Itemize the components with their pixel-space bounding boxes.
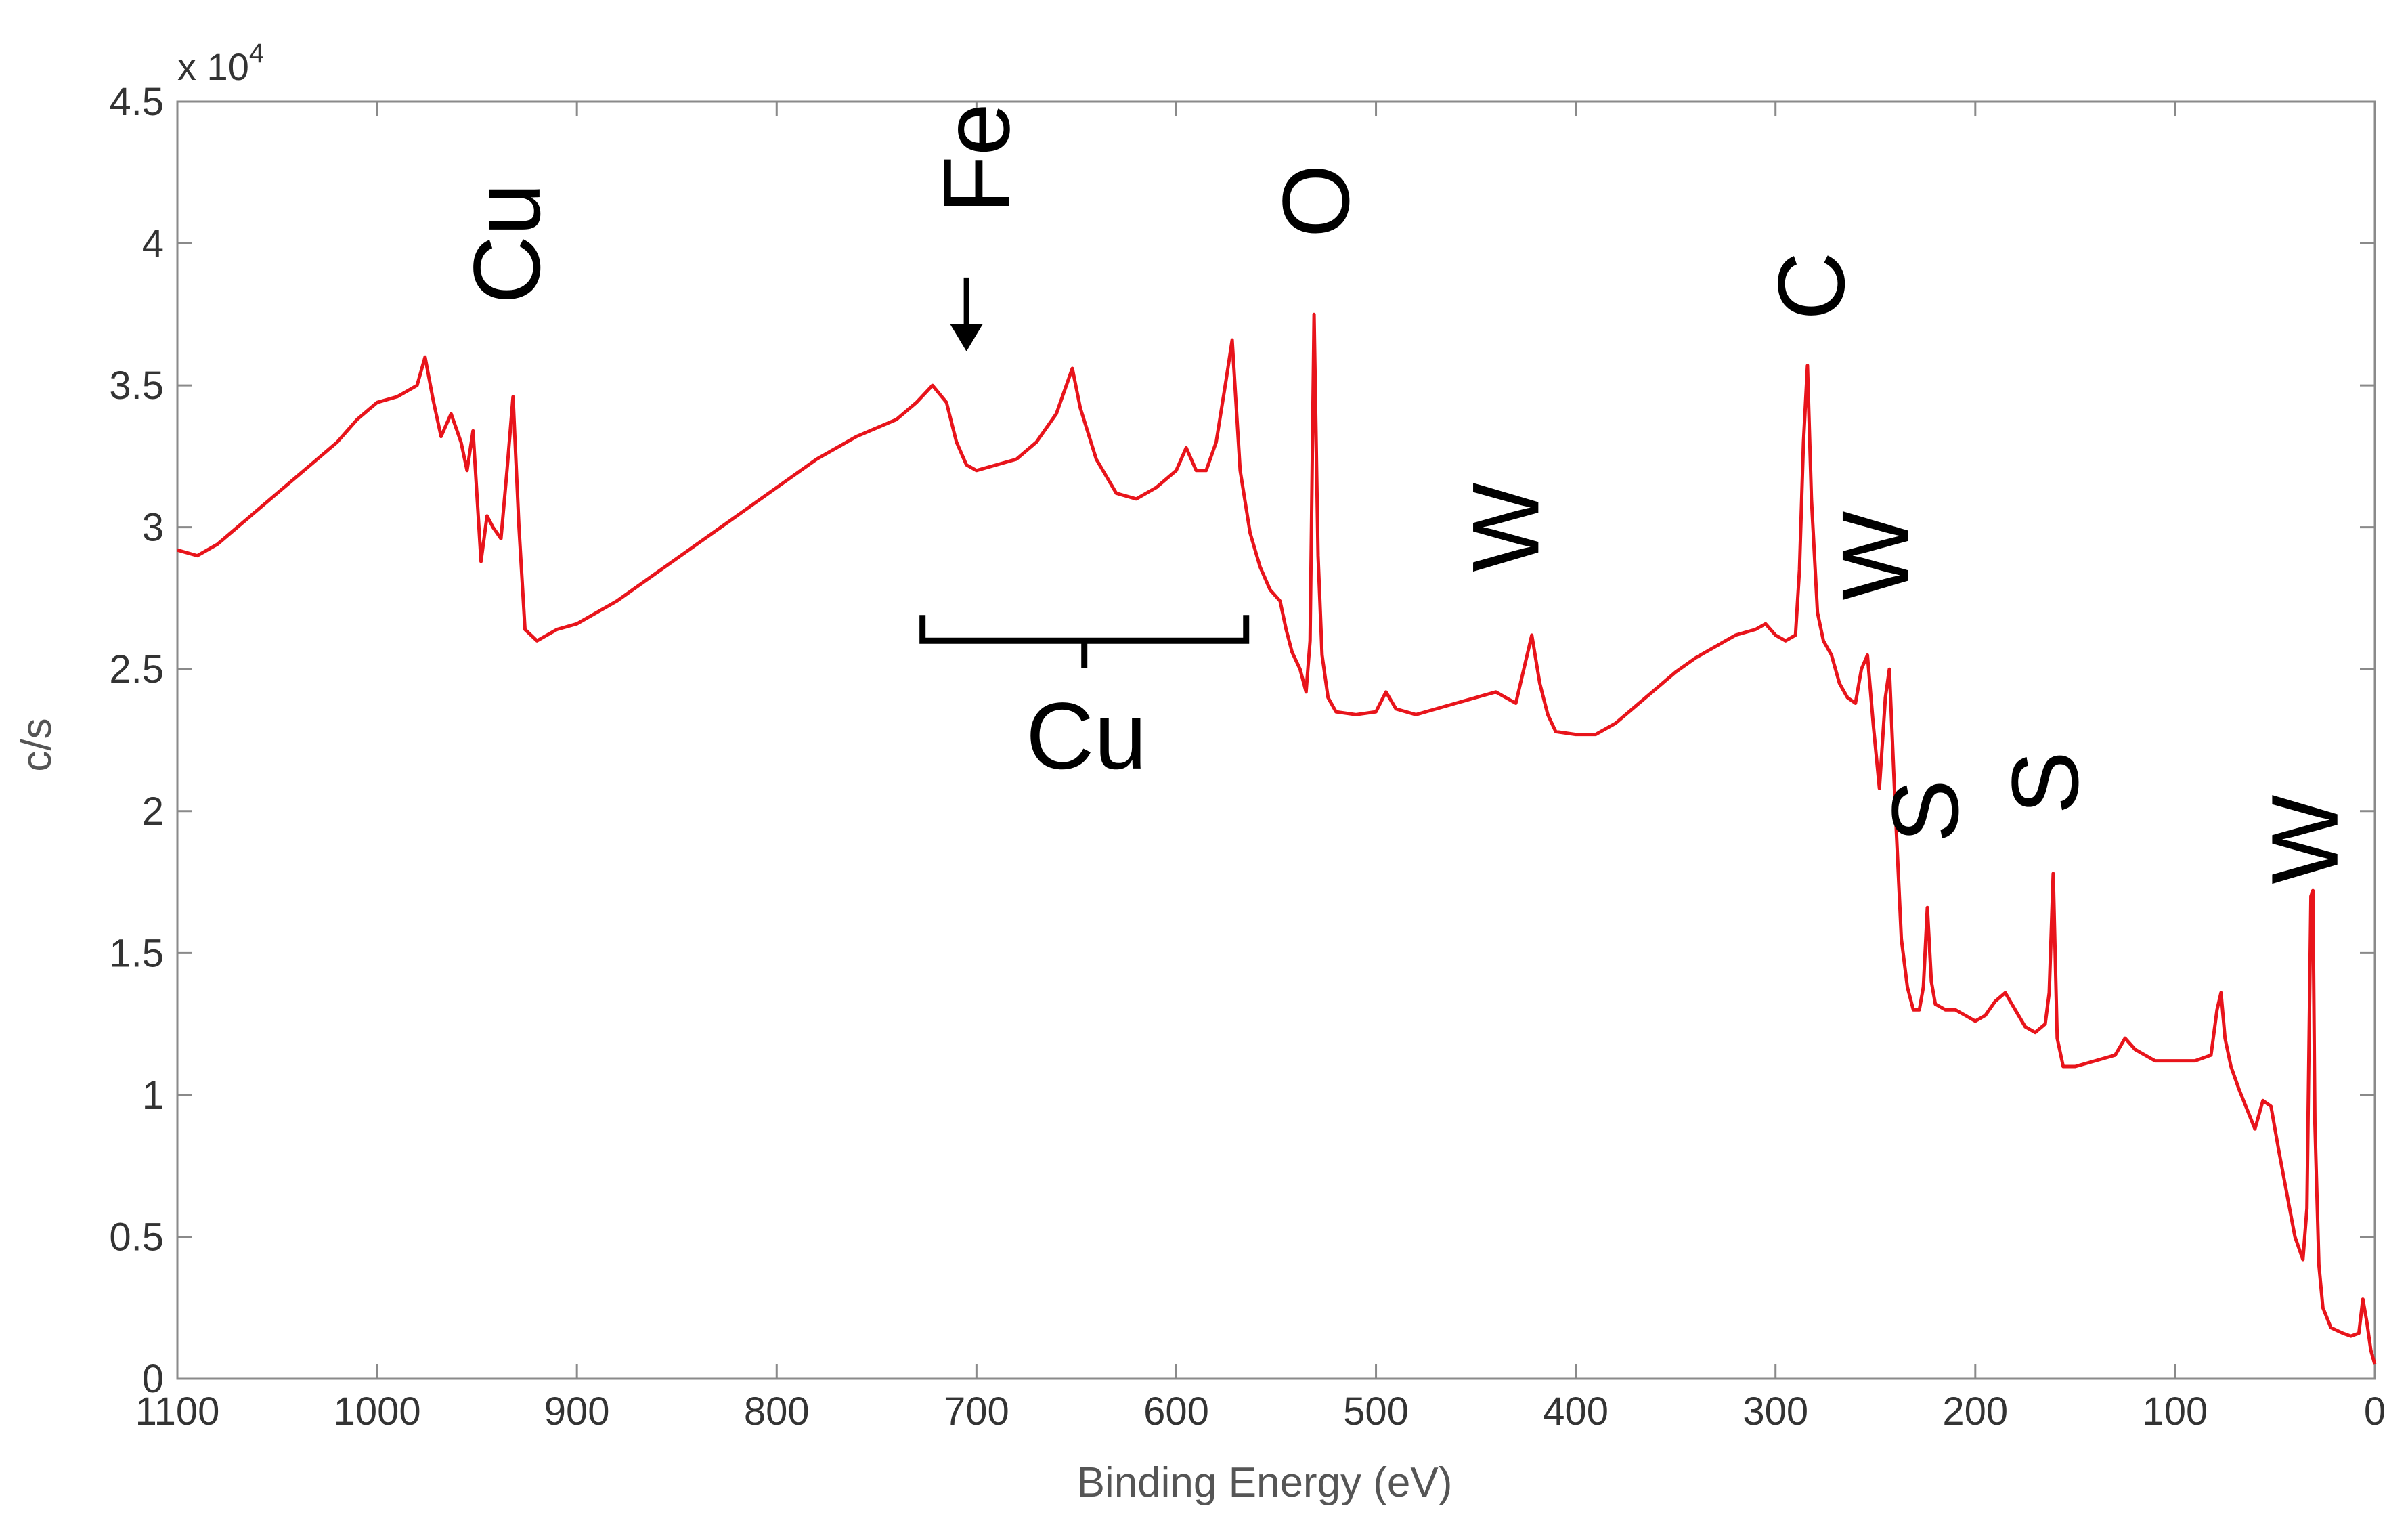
x-tick-label: 400 — [1543, 1390, 1608, 1434]
x-tick-label: 600 — [1143, 1390, 1209, 1434]
peak-label-c: C — [1758, 252, 1864, 320]
y-axis-title: c/s — [14, 718, 60, 771]
x-tick-label: 500 — [1343, 1390, 1409, 1434]
x-axis-title: Binding Energy (eV) — [1077, 1459, 1453, 1506]
peak-label-cu-bracket: Cu — [1026, 683, 1147, 789]
x-tick-label: 1000 — [334, 1390, 421, 1434]
plot-area-frame — [176, 100, 2376, 1380]
peak-label-s: S — [1992, 751, 2098, 814]
peak-label-w: W — [2252, 795, 2358, 884]
x-tick-label: 100 — [2143, 1390, 2208, 1434]
y-tick-label: 3 — [142, 506, 164, 550]
y-tick-label: 2.5 — [109, 647, 164, 691]
x-tick-label: 0 — [2364, 1390, 2386, 1434]
x-tick-label: 300 — [1743, 1390, 1808, 1434]
x-tick-label: 800 — [744, 1390, 810, 1434]
y-tick-label: 1 — [142, 1073, 164, 1117]
y-multiplier-label: x 104 — [177, 39, 264, 88]
y-tick-label: 3.5 — [109, 364, 164, 408]
cu-bracket — [919, 615, 1250, 644]
peak-label-cu: Cu — [454, 183, 560, 304]
y-tick-label: 1.5 — [109, 931, 164, 975]
x-tick-label: 1100 — [135, 1390, 220, 1434]
y-tick-label: 0.5 — [109, 1215, 164, 1259]
y-multiplier-base: x 10 — [177, 45, 249, 88]
peak-label-o: O — [1263, 164, 1369, 238]
fe-arrow-head — [950, 324, 983, 351]
x-tick-label: 900 — [544, 1390, 610, 1434]
x-tick-label: 200 — [1942, 1390, 2008, 1434]
y-multiplier-exponent: 4 — [249, 39, 264, 68]
peak-label-fe: Fe — [923, 103, 1029, 213]
y-tick-label: 2 — [142, 790, 164, 834]
y-tick-label: 0 — [142, 1357, 164, 1401]
peak-label-s: S — [1872, 779, 1978, 842]
spectrum-line — [177, 312, 2377, 1365]
y-tick-label: 4.5 — [109, 80, 164, 124]
x-tick-label: 700 — [944, 1390, 1009, 1434]
peak-label-w: W — [1822, 511, 1928, 601]
peak-label-w: W — [1452, 483, 1558, 572]
y-tick-label: 4 — [142, 222, 164, 266]
